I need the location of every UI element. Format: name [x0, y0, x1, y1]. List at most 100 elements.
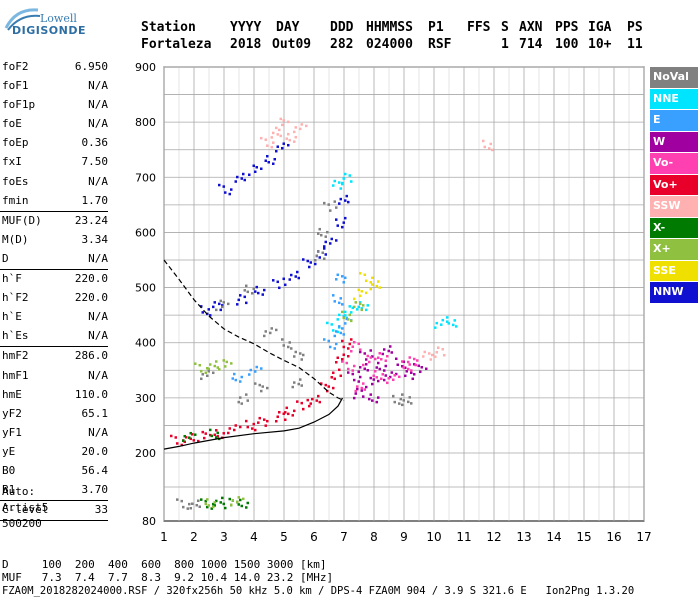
data-point [242, 172, 245, 176]
data-point [353, 378, 356, 382]
data-point [239, 498, 242, 502]
data-point [219, 299, 222, 303]
data-point [287, 345, 290, 349]
data-point [198, 505, 201, 508]
data-point [231, 499, 234, 502]
data-point [333, 200, 336, 203]
data-point [222, 359, 225, 362]
data-point [341, 303, 344, 306]
parameter-label: fxI [2, 155, 22, 169]
x-tick-label: 11 [456, 530, 471, 544]
data-point [338, 313, 341, 317]
data-point [230, 503, 233, 507]
x-tick-label: 3 [220, 530, 228, 544]
x-tick-label: 14 [546, 530, 561, 544]
data-point [284, 411, 287, 414]
parameter-label: foF2 [2, 60, 29, 73]
data-point [342, 353, 345, 356]
parameter-row: h`F2 220.0 [0, 289, 112, 308]
header-label: S [501, 20, 509, 35]
data-point [353, 364, 356, 368]
parameter-value: 0.36 [81, 136, 109, 150]
data-point [348, 174, 351, 177]
model-curve [163, 259, 345, 402]
data-point [353, 305, 356, 309]
data-point [353, 297, 356, 301]
parameter-label: h`F2 [2, 291, 29, 305]
data-point [308, 404, 311, 408]
parameter-row: foEs N/A [0, 173, 112, 192]
data-point [236, 500, 239, 504]
data-point [341, 275, 344, 278]
data-point [420, 366, 423, 369]
data-point [356, 385, 359, 388]
data-point [344, 199, 347, 202]
parameter-row: foF1 N/A [0, 77, 112, 96]
data-point [315, 254, 318, 257]
data-point [272, 162, 275, 165]
header-value: RSF [428, 37, 452, 52]
data-point [332, 386, 335, 390]
parameter-label: foEp [2, 136, 29, 150]
data-point [350, 311, 353, 314]
header-value: 11 [627, 37, 643, 52]
parameter-value: 6.950 [74, 60, 108, 73]
data-point [369, 281, 372, 284]
header-label: DAY [276, 20, 300, 35]
legend-item: E [650, 110, 698, 131]
data-point [294, 350, 297, 354]
data-point [375, 400, 378, 404]
data-point [356, 387, 359, 391]
data-point [350, 180, 353, 183]
data-point [260, 389, 263, 393]
data-point [266, 419, 269, 423]
data-point [402, 399, 405, 402]
data-point [300, 358, 303, 361]
data-point [287, 120, 290, 124]
data-point [234, 378, 237, 382]
data-point [284, 283, 287, 287]
data-point [332, 329, 335, 332]
parameter-label: hmE [2, 387, 22, 401]
parameter-value: 56.4 [81, 463, 109, 477]
data-point [345, 317, 348, 321]
data-point [251, 292, 254, 295]
data-point [344, 172, 347, 176]
data-point [264, 424, 267, 427]
data-point [371, 355, 374, 358]
data-point [191, 433, 194, 436]
parameter-row: hmE 110.0 [0, 386, 112, 405]
data-point [254, 370, 257, 373]
data-point [347, 347, 350, 350]
data-point [197, 439, 200, 443]
data-point [369, 356, 372, 359]
parameter-value: N/A [88, 117, 108, 131]
data-point [254, 170, 257, 174]
data-point [359, 350, 362, 354]
x-tick-label: 13 [516, 530, 531, 544]
data-point [200, 377, 203, 381]
data-point [278, 286, 281, 290]
data-point [359, 375, 362, 379]
data-point [365, 385, 368, 389]
legend-item: SSW [650, 196, 698, 217]
parameter-value: 110.0 [74, 387, 108, 401]
data-point [254, 382, 257, 385]
data-point [272, 141, 275, 144]
data-point [294, 275, 297, 278]
parameter-row: M(D) 3.34 [0, 231, 112, 250]
data-point [336, 356, 339, 359]
data-point [357, 370, 360, 374]
data-point [282, 119, 285, 122]
parameter-label: foEs [2, 174, 29, 188]
data-point [362, 304, 365, 307]
data-point [180, 443, 183, 447]
data-point [189, 507, 192, 510]
parameter-label: foF1p [2, 98, 36, 112]
data-point [360, 308, 363, 312]
data-point [354, 301, 357, 304]
header-value: Fortaleza [141, 37, 212, 52]
parameter-label: yF1 [2, 425, 22, 439]
parameter-separator [0, 269, 108, 271]
data-point [332, 294, 335, 297]
